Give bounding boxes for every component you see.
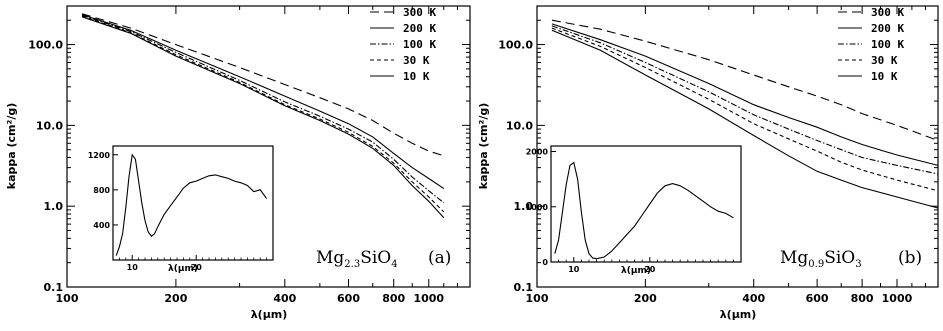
inset-y-tick-label: 2000 — [526, 148, 549, 157]
plot-frame — [536, 5, 939, 288]
inset-x-tick-label: 10 — [127, 263, 139, 272]
series-line-200-k — [81, 14, 445, 190]
x-tick-label: 400 — [742, 292, 765, 305]
formula-subscript: 4 — [391, 259, 397, 270]
inset-x-axis-label: λ(μm) — [168, 264, 198, 274]
y-tick-label: 100.0 — [498, 39, 533, 52]
inset-frame — [112, 145, 274, 261]
formula-subscript: 3 — [855, 259, 861, 270]
panel-label: (a) — [428, 248, 451, 268]
x-tick-label: 600 — [806, 292, 829, 305]
formula-base: SiO — [824, 248, 855, 268]
panel-b: 100 200 400 600 800 10000.11.010.0100.0λ(μm)k… — [477, 5, 939, 321]
series-line-200-k — [551, 23, 939, 166]
formula-subscript: 2.3 — [344, 259, 360, 270]
x-axis-label: λ(μm) — [720, 308, 757, 321]
x-tick-label: 1000 — [882, 292, 913, 305]
x-tick-label: 800 — [382, 292, 405, 305]
inset-x-tick-label: 20 — [644, 265, 656, 274]
series-line-300-k — [551, 19, 939, 142]
legend-label: 30 K — [871, 54, 898, 67]
legend-label: 300 K — [871, 6, 904, 19]
legend-label: 10 K — [403, 70, 430, 83]
legend-label: 30 K — [403, 54, 430, 67]
y-tick-label: 10.0 — [36, 119, 63, 132]
inset-curve — [554, 161, 734, 260]
legend-label: 300 K — [403, 6, 436, 19]
legend-label: 10 K — [871, 70, 898, 83]
inset-y-tick-label: 400 — [93, 221, 110, 230]
legend-label: 100 K — [403, 38, 436, 51]
x-tick-label: 200 — [164, 292, 187, 305]
y-tick-label: 10.0 — [506, 119, 533, 132]
x-tick-label: 200 — [634, 292, 657, 305]
series-line-100-k — [551, 25, 939, 175]
y-axis-label: kappa (cm²/g) — [477, 103, 490, 190]
inset-y-tick-label: 1000 — [526, 203, 549, 212]
x-tick-label: 400 — [273, 292, 296, 305]
inset-y-tick-label: 0 — [542, 258, 548, 267]
series-line-300-k — [81, 13, 444, 157]
x-tick-label: 1000 — [413, 292, 444, 305]
formula-base: Mg — [780, 248, 808, 268]
inset-y-tick-label: 800 — [93, 186, 110, 195]
inset-x-axis-label: λ(μm) — [621, 266, 651, 276]
y-tick-label: 0.1 — [514, 281, 534, 294]
formula-label: Mg0.9SiO3 — [780, 248, 862, 270]
inset-x-tick-label: 20 — [191, 263, 203, 272]
series-line-100-k — [81, 14, 445, 204]
panel-label: (b) — [898, 248, 922, 268]
y-axis-label: kappa (cm²/g) — [5, 103, 18, 190]
panel-a: 100 200 400 600 800 1000 0.1 1.0 10.0 100.0 λ(μm) k… — [5, 5, 471, 321]
formula-label: Mg2.3SiO4 — [316, 248, 398, 270]
legend-label: 200 K — [871, 22, 904, 35]
plot-frame — [66, 5, 471, 288]
series-line-10-k — [81, 16, 445, 219]
legend-label: 200 K — [403, 22, 436, 35]
formula-base: SiO — [360, 248, 391, 268]
y-tick-label: 100.0 — [28, 39, 63, 52]
y-tick-label: 1.0 — [514, 200, 534, 213]
x-tick-label: 800 — [851, 292, 874, 305]
series-line-10-k — [551, 29, 939, 209]
x-axis-label: λ(μm) — [251, 308, 288, 321]
inset-frame — [550, 145, 742, 263]
y-tick-label: 0.1 — [44, 281, 64, 294]
x-tick-label: 100 — [526, 292, 549, 305]
inset-x-tick-label: 10 — [568, 265, 580, 274]
legend-label: 100 K — [871, 38, 904, 51]
x-tick-label: 600 — [337, 292, 360, 305]
formula-subscript: 0.9 — [808, 259, 824, 270]
formula-base: Mg — [316, 248, 344, 268]
series-line-30-k — [81, 15, 445, 213]
y-tick-label: 1.0 — [44, 200, 64, 213]
x-tick-label: 100 — [56, 292, 79, 305]
inset-y-tick-label: 1200 — [88, 151, 111, 160]
series-line-30-k — [551, 27, 939, 192]
inset-curve — [115, 153, 268, 256]
